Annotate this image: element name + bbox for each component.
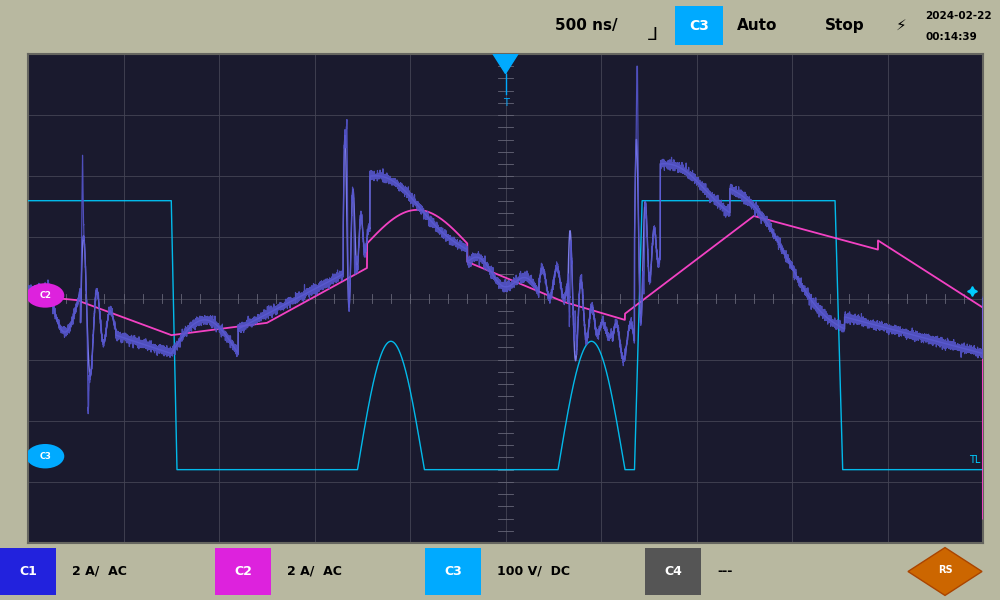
Text: 100 V/  DC: 100 V/ DC <box>497 565 570 578</box>
Circle shape <box>26 444 64 469</box>
Text: C2: C2 <box>234 565 252 578</box>
Text: C3: C3 <box>689 19 709 32</box>
Text: ---: --- <box>717 565 732 578</box>
Text: Γ: Γ <box>645 20 655 38</box>
Text: Stop: Stop <box>825 18 865 33</box>
Text: 2 A/  AC: 2 A/ AC <box>72 565 127 578</box>
Text: C3: C3 <box>39 452 51 461</box>
Text: TL: TL <box>969 455 980 466</box>
Text: RS: RS <box>938 565 952 575</box>
Text: 2 A/  AC: 2 A/ AC <box>287 565 342 578</box>
Text: ⚡: ⚡ <box>896 18 907 33</box>
Text: 500 ns/: 500 ns/ <box>555 18 618 33</box>
Polygon shape <box>908 548 982 595</box>
FancyBboxPatch shape <box>425 548 481 595</box>
Text: C4: C4 <box>664 565 682 578</box>
Text: T: T <box>503 98 508 108</box>
Text: C2: C2 <box>39 291 51 300</box>
FancyBboxPatch shape <box>215 548 271 595</box>
Text: 00:14:39: 00:14:39 <box>925 32 977 42</box>
Text: C3: C3 <box>444 565 462 578</box>
Circle shape <box>26 283 64 308</box>
Text: Auto: Auto <box>737 18 777 33</box>
Polygon shape <box>493 54 518 74</box>
Text: C1: C1 <box>19 565 37 578</box>
FancyBboxPatch shape <box>645 548 701 595</box>
FancyBboxPatch shape <box>675 6 723 45</box>
Text: 2024-02-22: 2024-02-22 <box>925 11 992 22</box>
FancyBboxPatch shape <box>0 548 56 595</box>
